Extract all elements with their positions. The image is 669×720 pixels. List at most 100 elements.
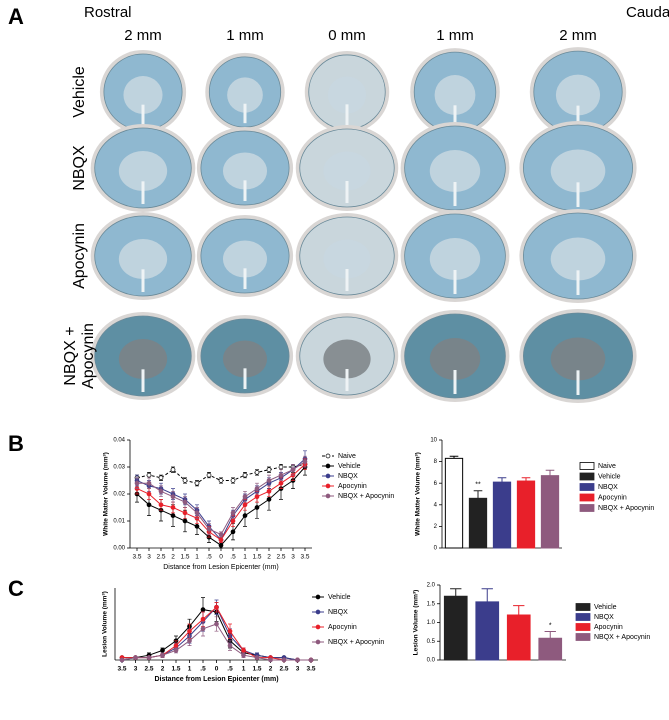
data-point	[194, 480, 200, 486]
section-grey-matter	[555, 74, 601, 116]
legend-swatch	[575, 603, 591, 611]
section-grid	[90, 47, 637, 403]
chart: 0.0 0.5 1.0 1.5 2.0 Lesion Volume (mm³) Vehicl…	[413, 583, 651, 664]
legend-label: NBQX	[328, 609, 348, 616]
data-point	[194, 524, 200, 529]
data-point	[182, 518, 188, 524]
data-point	[146, 655, 152, 660]
section-grey-matter	[222, 152, 268, 190]
x-tick-label: 1	[242, 666, 246, 673]
section-grey-matter	[434, 75, 476, 115]
data-point	[173, 648, 179, 653]
x-tick-label: 0	[215, 666, 219, 673]
section-grey-matter	[118, 151, 168, 191]
data-point	[158, 502, 164, 508]
y-axis-title: Lesion Volume (mm³)	[413, 590, 420, 656]
data-point	[266, 488, 272, 494]
data-point	[170, 494, 176, 500]
x-tick-label: 3.5	[132, 554, 141, 561]
y-tick-label: 0.00	[113, 546, 125, 552]
data-point	[241, 652, 246, 658]
data-point	[214, 621, 219, 627]
rostral-label: Rostral	[84, 4, 132, 21]
data-point	[214, 604, 219, 610]
row-label: NBQX + Apocynin	[62, 323, 97, 389]
legend-swatch	[575, 613, 591, 621]
section-grey-matter	[550, 337, 606, 381]
data-point	[182, 499, 188, 505]
data-point	[308, 657, 314, 663]
legend-label: NBQX	[594, 614, 614, 621]
section-grey-matter	[123, 76, 163, 114]
data-point	[241, 648, 246, 653]
section-grey-matter	[118, 239, 168, 279]
data-point	[254, 505, 260, 510]
y-tick-label: 0	[434, 546, 438, 552]
data-point	[227, 643, 233, 648]
y-tick-label: 0.5	[427, 639, 436, 645]
data-point	[218, 542, 224, 548]
significance-label: *	[549, 622, 552, 629]
chart: Lesion Volume (mm³)3.5 3 2.5 2 1.5 1.5 0.5 1 1.5…	[102, 588, 384, 683]
data-point	[302, 459, 308, 464]
section-grey-matter	[227, 77, 263, 113]
error-bar	[497, 477, 507, 483]
data-point	[206, 526, 212, 532]
column-label: 1 mm	[226, 27, 264, 44]
bar	[506, 614, 531, 661]
legend-marker	[325, 463, 331, 469]
x-tick-label: 3	[134, 666, 138, 673]
x-axis-title: Distance from Lesion Epicenter (mm)	[163, 564, 279, 571]
data-point	[242, 472, 248, 478]
legend-label: NBQX + Apocynin	[338, 493, 394, 500]
legend-label: Naive	[338, 453, 356, 460]
chart: 0.00 0.01 0.02 0.03 0.04 White Matter Volume …	[103, 438, 395, 571]
bar	[492, 481, 512, 549]
column-label: 1 mm	[436, 27, 474, 44]
column-label: 0 mm	[328, 27, 366, 44]
data-point	[158, 488, 164, 494]
row-label: NBQX	[71, 145, 88, 191]
data-point	[218, 537, 224, 543]
x-tick-label: 3.5	[300, 554, 309, 561]
x-tick-label: 1.5	[180, 554, 189, 561]
x-tick-label: 1.5	[252, 554, 261, 561]
data-point	[182, 478, 188, 483]
legend-swatch	[575, 623, 591, 631]
row-label: Apocynin	[71, 223, 88, 289]
y-axis-title: White Matter Volume (mm³)	[415, 452, 422, 536]
chart: 0 2 4 6 8 10 White Matter Volume (mm³) Naive ** V…	[415, 438, 655, 552]
data-point	[218, 478, 224, 483]
x-tick-label: .5	[230, 554, 236, 561]
y-tick-label: 0.03	[113, 465, 125, 471]
legend-label: Vehicle	[598, 473, 621, 480]
error-bar	[544, 631, 556, 639]
data-point	[146, 491, 152, 497]
legend-marker	[315, 594, 321, 600]
x-tick-label: 2	[269, 666, 273, 673]
x-tick-label: 1	[195, 554, 199, 561]
x-tick-label: 1	[188, 666, 192, 673]
data-point	[200, 616, 206, 622]
x-tick-label: 3	[296, 666, 300, 673]
legend-label: Naive	[598, 463, 616, 470]
bar	[516, 480, 536, 549]
data-point	[170, 505, 176, 510]
legend-marker	[325, 483, 331, 489]
data-point	[254, 494, 260, 500]
legend-label: NBQX + Apocynin	[594, 634, 650, 641]
bar	[538, 637, 563, 661]
legend-label: Apocynin	[338, 483, 367, 490]
bar	[444, 457, 464, 549]
y-tick-label: 1.5	[427, 601, 436, 607]
y-tick-label: 0.01	[113, 519, 125, 525]
y-tick-label: 0.0	[427, 658, 436, 664]
x-tick-label: 2.5	[279, 666, 288, 673]
x-tick-label: 2.5	[276, 554, 285, 561]
x-tick-label: 2.5	[156, 554, 165, 561]
legend-label: Vehicle	[328, 594, 351, 601]
section-grey-matter	[222, 340, 268, 378]
column-label: 2 mm	[124, 27, 162, 44]
